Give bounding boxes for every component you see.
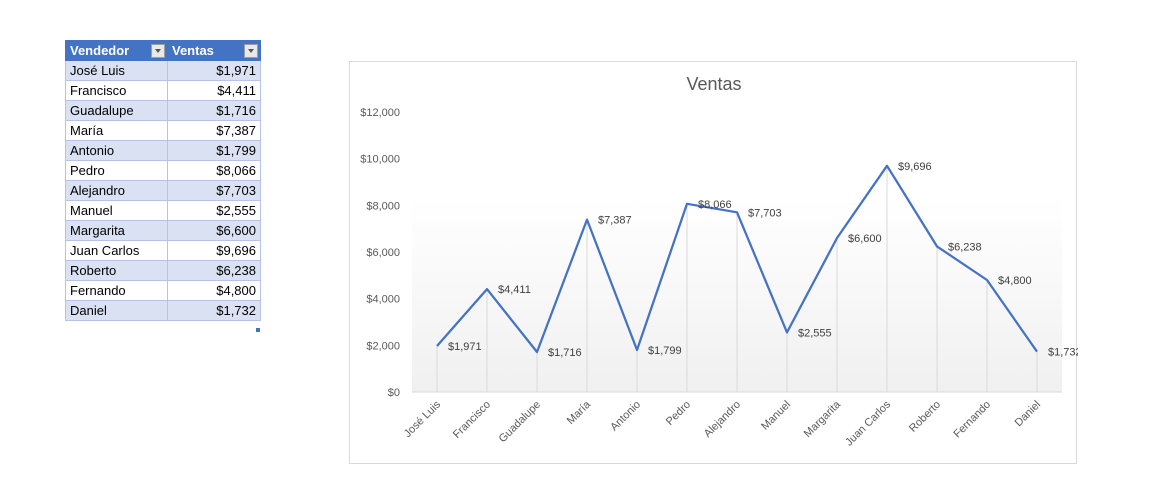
x-tick-label: Margarita	[802, 398, 844, 440]
cell-vendedor[interactable]: Alejandro	[65, 180, 168, 201]
data-label: $4,800	[998, 275, 1032, 287]
data-label: $4,411	[498, 284, 531, 296]
x-tick-label: Manuel	[759, 399, 793, 433]
cell-vendedor[interactable]: Manuel	[65, 200, 168, 221]
data-point[interactable]	[635, 348, 640, 353]
data-label: $7,387	[598, 215, 632, 227]
cell-ventas[interactable]: $4,411	[167, 80, 261, 101]
filter-dropdown-icon[interactable]	[244, 44, 258, 58]
data-label: $2,555	[798, 327, 832, 339]
data-label: $1,716	[548, 347, 582, 359]
x-tick-label: María	[565, 398, 594, 427]
table-row: Pedro $8,066	[65, 160, 261, 181]
table-row: María $7,387	[65, 120, 261, 141]
cell-vendedor[interactable]: Juan Carlos	[65, 240, 168, 261]
line-chart[interactable]: Ventas $0 $2,000 $4,000 $6,000 $8,000 $10,000…	[349, 61, 1078, 464]
data-point[interactable]	[885, 163, 890, 168]
chart-canvas: Ventas $0 $2,000 $4,000 $6,000 $8,000 $10,000…	[360, 74, 1078, 449]
y-tick-label: $4,000	[366, 294, 400, 306]
cell-vendedor[interactable]: Guadalupe	[65, 100, 168, 121]
table-row: Alejandro $7,703	[65, 180, 261, 201]
data-label: $9,696	[898, 161, 932, 173]
y-tick-label: $2,000	[366, 340, 400, 352]
table-row: Margarita $6,600	[65, 220, 261, 241]
cell-ventas[interactable]: $1,716	[167, 100, 261, 121]
cell-vendedor[interactable]: Fernando	[65, 280, 168, 301]
cell-vendedor[interactable]: Francisco	[65, 80, 168, 101]
x-tick-label: Roberto	[907, 399, 943, 435]
cell-ventas[interactable]: $7,387	[167, 120, 261, 141]
cell-ventas[interactable]: $1,971	[167, 60, 261, 81]
cell-ventas[interactable]: $6,600	[167, 220, 261, 241]
table-header-row: Vendedor Ventas	[65, 40, 261, 61]
x-tick-label: Antonio	[608, 399, 643, 434]
cell-ventas[interactable]: $8,066	[167, 160, 261, 181]
y-tick-label: $12,000	[360, 107, 400, 119]
cell-ventas[interactable]: $9,696	[167, 240, 261, 261]
header-vendedor-label: Vendedor	[70, 43, 130, 58]
filter-dropdown-icon[interactable]	[151, 44, 165, 58]
cell-vendedor[interactable]: Roberto	[65, 260, 168, 281]
data-label: $6,600	[848, 233, 882, 245]
table-row: Antonio $1,799	[65, 140, 261, 161]
x-tick-label: Guadalupe	[497, 399, 544, 446]
y-tick-label: $0	[388, 387, 400, 399]
table-resize-handle[interactable]	[256, 328, 260, 332]
x-tick-label: José Luis	[402, 398, 444, 440]
cell-ventas[interactable]: $6,238	[167, 260, 261, 281]
cell-ventas[interactable]: $2,555	[167, 200, 261, 221]
table-row: Guadalupe $1,716	[65, 100, 261, 121]
data-label: $7,703	[748, 207, 782, 219]
data-point[interactable]	[735, 210, 740, 215]
header-ventas[interactable]: Ventas	[167, 40, 261, 61]
series-line[interactable]	[436, 164, 1038, 354]
table-row: Manuel $2,555	[65, 200, 261, 221]
header-vendedor[interactable]: Vendedor	[65, 40, 168, 61]
table-row: Fernando $4,800	[65, 280, 261, 301]
data-label: $8,066	[698, 199, 732, 211]
data-point[interactable]	[585, 217, 590, 222]
x-tick-label: Francisco	[451, 399, 493, 441]
cell-ventas[interactable]: $7,703	[167, 180, 261, 201]
table-row: Daniel $1,732	[65, 300, 261, 321]
table-row: Roberto $6,238	[65, 260, 261, 281]
data-point[interactable]	[785, 330, 790, 335]
table-row: Juan Carlos $9,696	[65, 240, 261, 261]
cell-ventas[interactable]: $1,799	[167, 140, 261, 161]
cell-ventas[interactable]: $1,732	[167, 300, 261, 321]
x-tick-label: Pedro	[664, 399, 693, 428]
cell-vendedor[interactable]: Pedro	[65, 160, 168, 181]
cell-vendedor[interactable]: Daniel	[65, 300, 168, 321]
data-point[interactable]	[835, 236, 840, 241]
sales-table: Vendedor Ventas José Luis $1,971 Francisco…	[65, 40, 261, 321]
chart-title: Ventas	[686, 74, 741, 94]
data-label: $6,238	[948, 241, 982, 253]
x-tick-label: Alejandro	[702, 399, 743, 440]
data-point[interactable]	[935, 244, 940, 249]
data-point[interactable]	[485, 287, 490, 292]
y-tick-label: $10,000	[360, 154, 400, 166]
cell-ventas[interactable]: $4,800	[167, 280, 261, 301]
data-point[interactable]	[435, 344, 440, 349]
data-label: $1,799	[648, 345, 682, 357]
data-point[interactable]	[535, 349, 540, 354]
data-point[interactable]	[685, 201, 690, 206]
cell-vendedor[interactable]: Margarita	[65, 220, 168, 241]
data-point[interactable]	[1035, 349, 1040, 354]
y-tick-label: $6,000	[366, 247, 400, 259]
header-ventas-label: Ventas	[172, 43, 214, 58]
data-label: $1,971	[448, 341, 482, 353]
y-tick-label: $8,000	[366, 200, 400, 212]
data-point[interactable]	[985, 278, 990, 283]
cell-vendedor[interactable]: José Luis	[65, 60, 168, 81]
cell-vendedor[interactable]: Antonio	[65, 140, 168, 161]
x-tick-label: Fernando	[951, 399, 993, 441]
table-row: José Luis $1,971	[65, 60, 261, 81]
data-label: $1,732	[1048, 347, 1078, 359]
cell-vendedor[interactable]: María	[65, 120, 168, 141]
x-tick-label: Daniel	[1013, 399, 1044, 430]
x-tick-label: Juan Carlos	[843, 398, 893, 448]
table-row: Francisco $4,411	[65, 80, 261, 101]
